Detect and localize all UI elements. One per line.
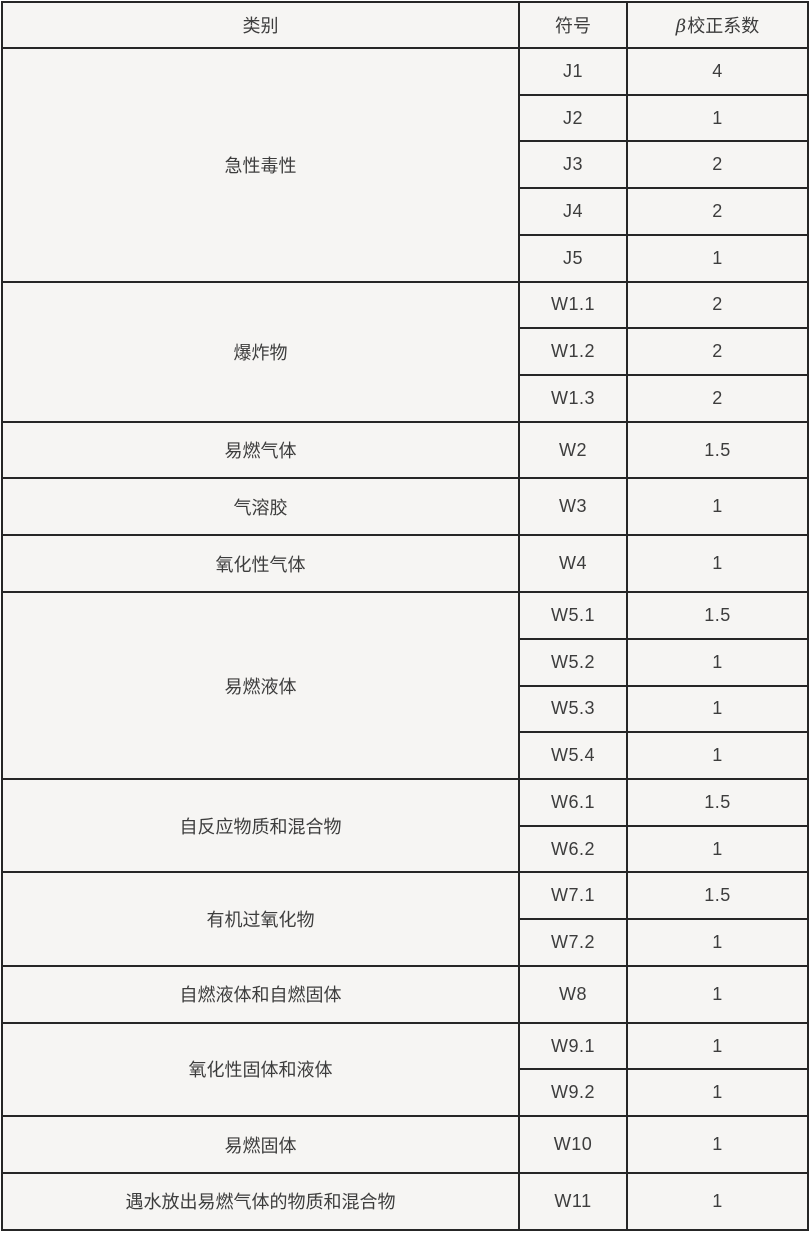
symbol-cell: W10 — [518, 1115, 628, 1174]
category-cell: 自燃液体和自燃固体 — [1, 964, 520, 1024]
coefficient-cell: 1 — [626, 1068, 809, 1118]
table-row: 气溶胶 W3 1 — [1, 477, 809, 537]
table-row: W1.3 2 — [2, 373, 809, 423]
table-row: W5.4 1 — [2, 731, 809, 781]
table-row: 易燃固体 W10 1 — [1, 1115, 809, 1174]
category-cell: 易燃气体 — [1, 420, 520, 480]
beta-symbol: β — [675, 16, 687, 37]
category-cell: 氧化性气体 — [1, 534, 520, 594]
table-row: 遇水放出易燃气体的物质和混合物 W11 1 — [1, 1171, 809, 1232]
coefficient-cell: 1 — [626, 918, 809, 967]
table-header: 类别 符号 β校正系数 — [1, 1, 809, 49]
table-row: 自燃液体和自燃固体 W8 1 — [1, 964, 809, 1024]
coefficient-cell: 1 — [626, 731, 809, 781]
category-cell: 自反应物质和混合物 — [1, 778, 520, 874]
category-cell: 氧化性固体和液体 — [1, 1021, 520, 1118]
symbol-cell: W6.1 — [518, 778, 628, 827]
symbol-cell: W4 — [518, 534, 628, 594]
table-row: 爆炸物 W1.1 2 — [1, 280, 809, 423]
symbol-cell: W1.3 — [518, 373, 628, 423]
coefficient-cell: 1 — [626, 964, 809, 1024]
coefficient-cell: 1 — [626, 1021, 809, 1071]
table-row: W9.2 1 — [2, 1068, 809, 1118]
symbol-cell: W7.1 — [518, 871, 628, 921]
coefficient-cell: 1 — [626, 824, 809, 874]
symbol-cell: J5 — [518, 233, 628, 283]
coefficient-cell: 1.5 — [626, 778, 809, 827]
coefficient-cell: 1 — [626, 1171, 809, 1232]
table-row: W5.2 1 — [2, 637, 809, 687]
symbol-cell: J3 — [518, 140, 628, 190]
table-row: J3 2 — [2, 140, 809, 190]
category-cell: 急性毒性 — [1, 47, 520, 283]
header-row: 类别 符号 β校正系数 — [1, 1, 809, 49]
coefficient-cell: 1 — [626, 233, 809, 283]
table-row: W5.3 1 — [2, 684, 809, 734]
symbol-cell: W6.2 — [518, 824, 628, 874]
symbol-cell: W5.4 — [518, 731, 628, 781]
symbol-cell: W5.3 — [518, 684, 628, 734]
table-row: 自反应物质和混合物 W6.1 1.5 — [1, 778, 809, 874]
category-cell: 气溶胶 — [1, 477, 520, 537]
table-row: J5 1 — [2, 233, 809, 283]
symbol-cell: W2 — [518, 420, 628, 480]
coefficient-cell: 2 — [626, 373, 809, 423]
table-row: 急性毒性 J1 4 — [1, 47, 809, 283]
table-row: 有机过氧化物 W7.1 1.5 — [1, 871, 809, 967]
symbol-cell: W1.2 — [518, 327, 628, 376]
table-row: W7.2 1 — [2, 918, 809, 967]
symbol-cell: W11 — [518, 1171, 628, 1232]
coefficient-cell: 1.5 — [626, 871, 809, 921]
symbol-cell: W3 — [518, 477, 628, 537]
symbol-cell: W9.1 — [518, 1021, 628, 1071]
coefficient-cell: 4 — [626, 47, 809, 96]
category-cell: 遇水放出易燃气体的物质和混合物 — [1, 1171, 520, 1232]
coefficient-cell: 1.5 — [626, 420, 809, 480]
beta-coefficient-label: 校正系数 — [687, 16, 760, 36]
table-row: J4 2 — [2, 187, 809, 236]
table-row: 氧化性气体 W4 1 — [1, 534, 809, 594]
symbol-cell: J1 — [518, 47, 628, 96]
coefficient-cell: 2 — [626, 280, 809, 330]
symbol-cell: W9.2 — [518, 1068, 628, 1118]
coefficient-cell: 1 — [626, 534, 809, 594]
table-row: W6.2 1 — [2, 824, 809, 874]
symbol-cell: W7.2 — [518, 918, 628, 967]
table-row: J2 1 — [2, 93, 809, 143]
symbol-cell: J2 — [518, 93, 628, 143]
table-row: 易燃气体 W2 1.5 — [1, 420, 809, 480]
header-category: 类别 — [1, 1, 520, 49]
category-cell: 易燃液体 — [1, 591, 520, 781]
coefficient-cell: 2 — [626, 187, 809, 236]
coefficient-cell: 2 — [626, 327, 809, 376]
coefficient-cell: 1 — [626, 684, 809, 734]
coefficient-cell: 1 — [626, 477, 809, 537]
header-beta-coefficient: β校正系数 — [626, 1, 809, 49]
symbol-cell: W5.2 — [518, 637, 628, 687]
header-symbol: 符号 — [518, 1, 628, 49]
category-cell: 有机过氧化物 — [1, 871, 520, 967]
table-row: W1.2 2 — [2, 327, 809, 376]
category-cell: 爆炸物 — [1, 280, 520, 423]
category-cell: 易燃固体 — [1, 1115, 520, 1174]
symbol-cell: W5.1 — [518, 591, 628, 640]
coefficient-cell: 1 — [626, 637, 809, 687]
coefficient-cell: 1.5 — [626, 591, 809, 640]
table-row: 易燃液体 W5.1 1.5 — [1, 591, 809, 781]
coefficient-cell: 2 — [626, 140, 809, 190]
symbol-cell: J4 — [518, 187, 628, 236]
coefficient-cell: 1 — [626, 1115, 809, 1174]
coefficient-cell: 1 — [626, 93, 809, 143]
table-body: 急性毒性 J1 4 J2 1 J3 2 J4 2 J5 1 爆炸物 W1.1 2 W1.2 2 W1.3 2 易燃气… — [1, 47, 809, 1232]
symbol-cell: W8 — [518, 964, 628, 1024]
symbol-cell: W1.1 — [518, 280, 628, 330]
table-row: 氧化性固体和液体 W9.1 1 — [1, 1021, 809, 1118]
